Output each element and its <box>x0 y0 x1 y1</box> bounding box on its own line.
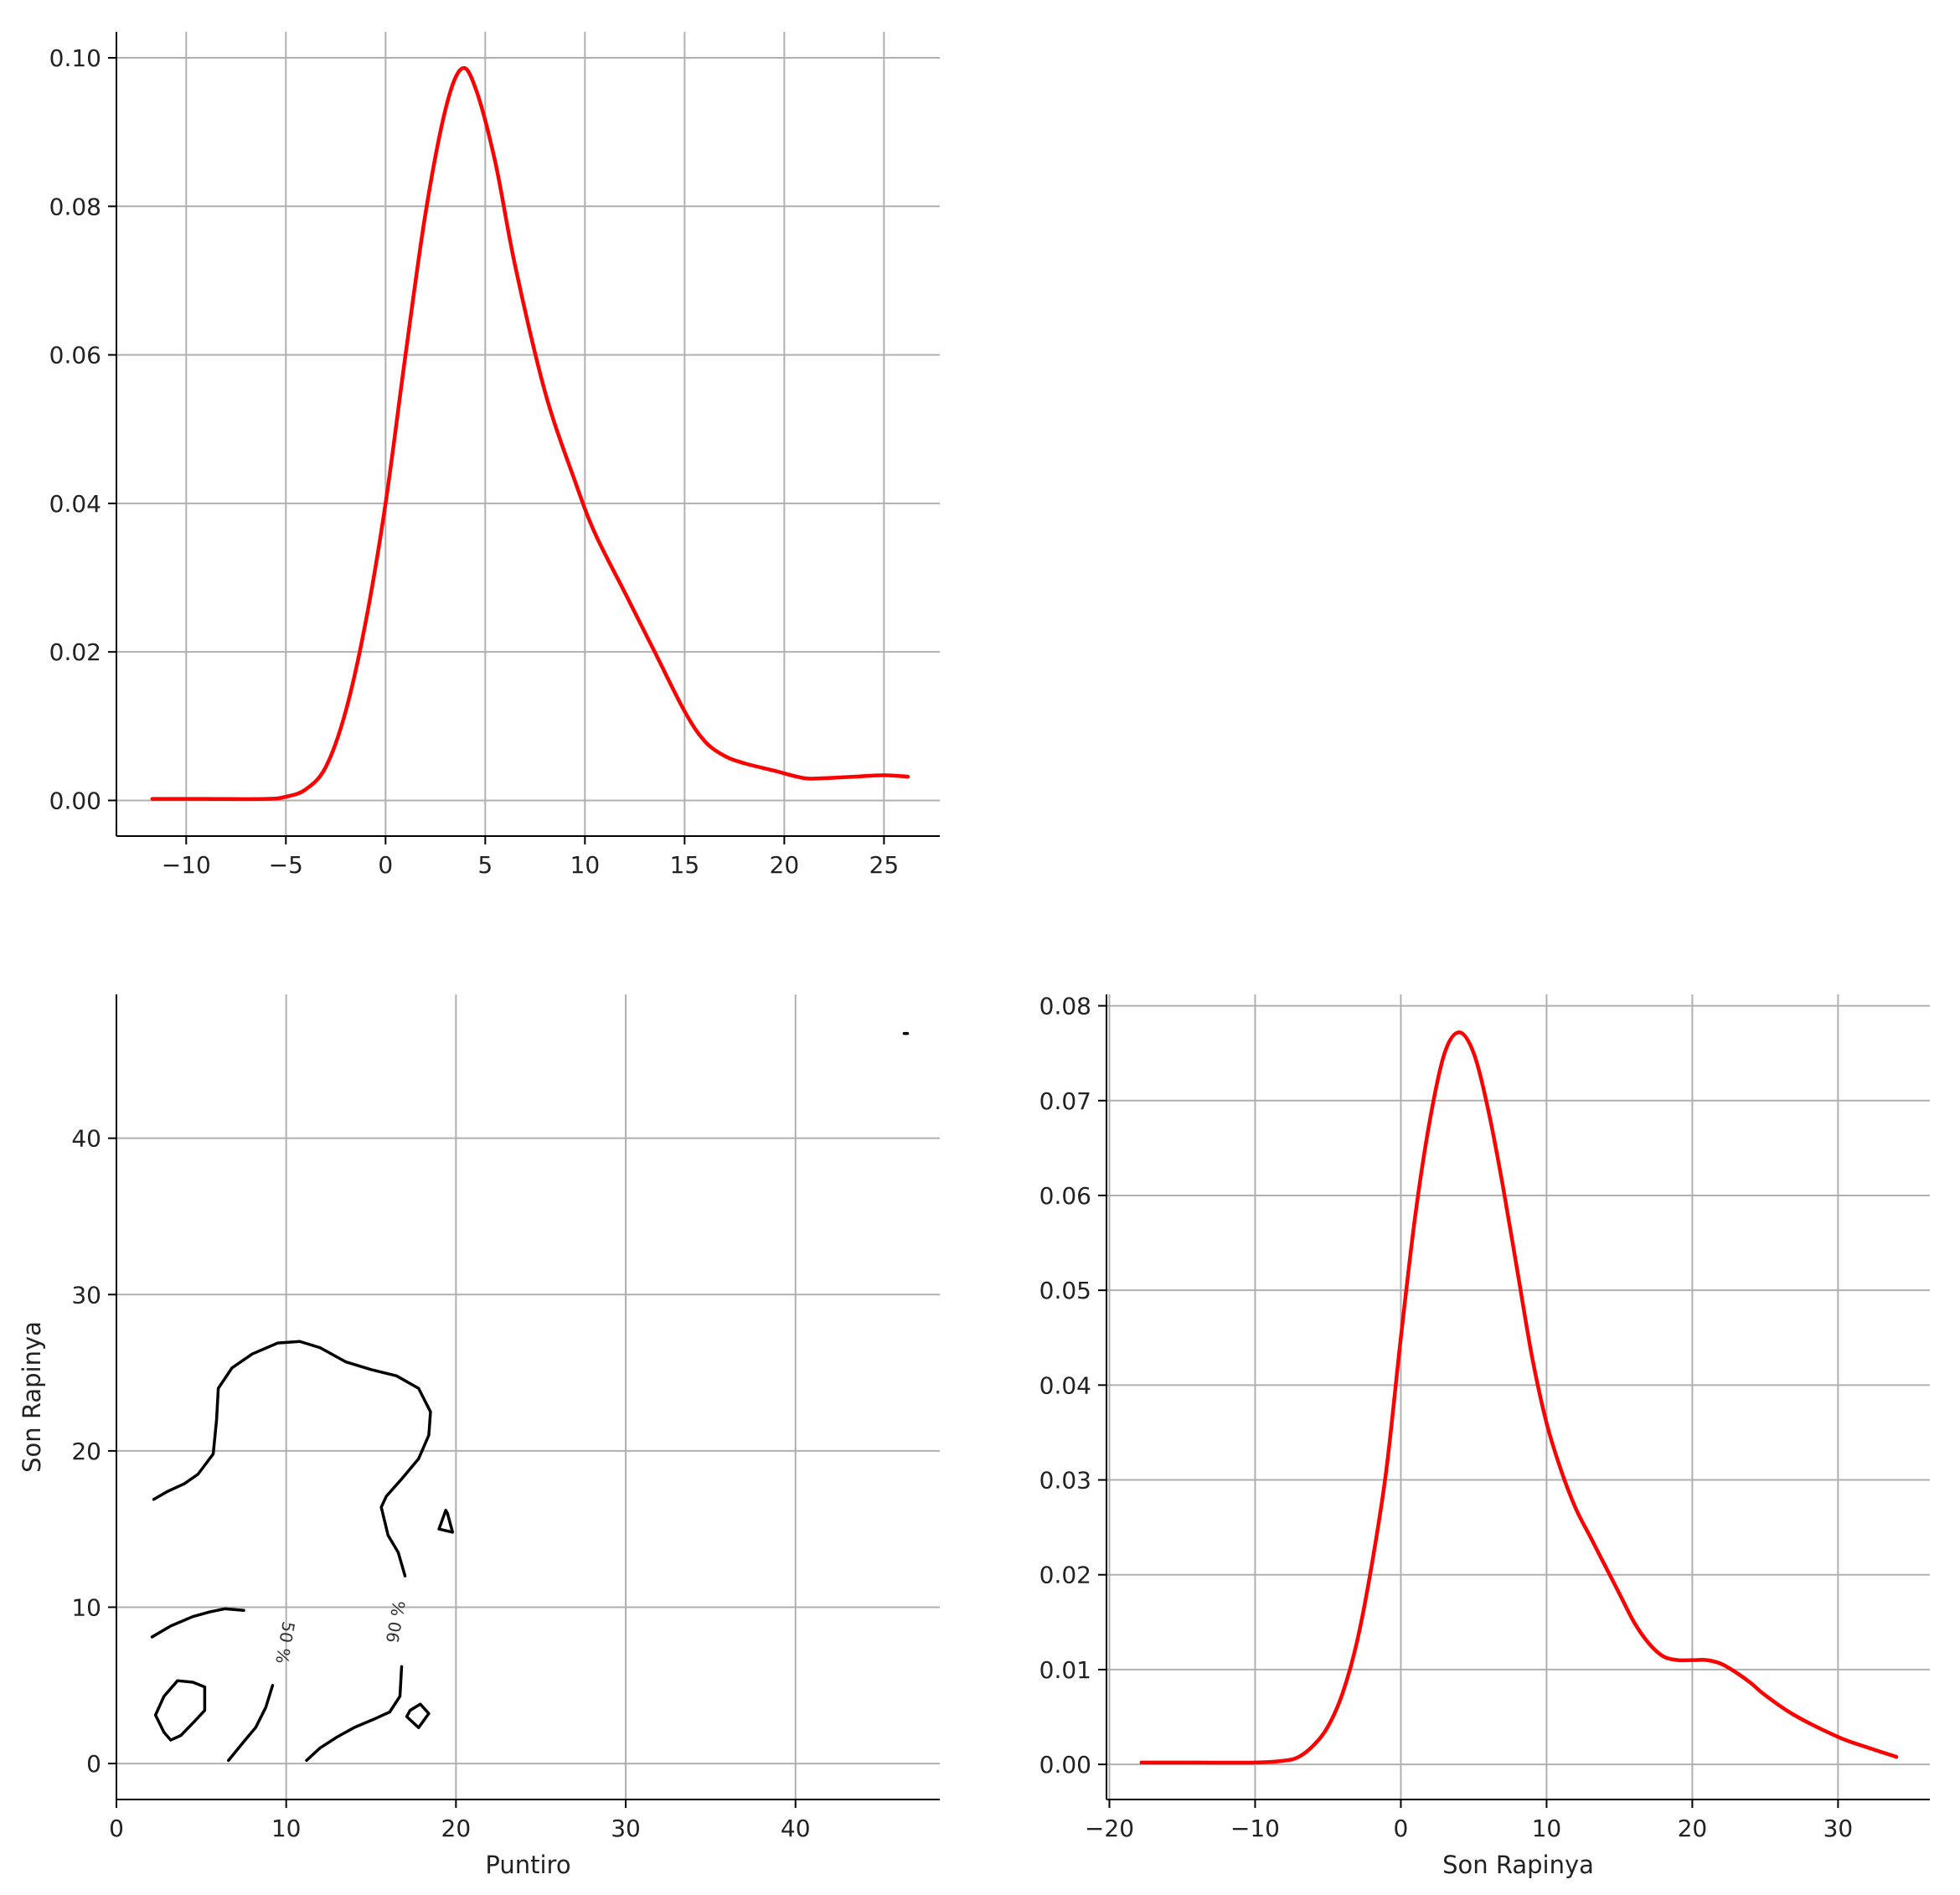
joint-kde-contour-contour-line <box>152 1340 432 1577</box>
joint-kde-contour-contour-line <box>405 1702 431 1729</box>
puntiro-kde-density-line <box>150 65 910 802</box>
joint-kde-contour-y-axis-label: Son Rapinya <box>18 1321 46 1473</box>
son-rapinya-kde-y-tick-label: 0.02 <box>1039 1562 1091 1589</box>
joint-kde-contour-x-tick-label: 10 <box>271 1815 302 1842</box>
puntiro-kde-y-tick-label: 0.02 <box>49 638 101 666</box>
puntiro-kde-x-tick-label: 10 <box>570 851 601 879</box>
son-rapinya-kde-y-tick-label: 0.03 <box>1039 1467 1091 1495</box>
joint-kde-contour-contour-line <box>153 1679 207 1742</box>
puntiro-kde-y-tick-label: 0.00 <box>49 787 101 814</box>
son-rapinya-kde-x-axis-label: Son Rapinya <box>1442 1851 1594 1879</box>
puntiro-kde-plot: −10 −5 0 5 10 15 20 25 0.00 0.02 0.04 0.06 0.08 0.10 <box>49 32 940 879</box>
joint-kde-contour-y-tick-label: 40 <box>71 1125 101 1153</box>
puntiro-kde-x-tick-label: −5 <box>269 851 303 879</box>
joint-kde-contour-y-tick-label: 0 <box>86 1750 101 1778</box>
son-rapinya-kde-plot: −20 −10 0 10 20 30 0.00 0.01 0.02 0.03 0.04 0.05 0.0… <box>1039 993 1930 1879</box>
son-rapinya-kde-y-tick-label: 0.00 <box>1039 1751 1091 1779</box>
puntiro-kde-y-tick-label: 0.08 <box>49 193 101 220</box>
puntiro-kde-x-tick-label: 0 <box>378 851 393 879</box>
puntiro-kde-y-tick-label: 0.10 <box>49 44 101 72</box>
son-rapinya-kde-x-tick-label: 10 <box>1532 1815 1562 1842</box>
son-rapinya-kde-y-tick-label: 0.06 <box>1039 1182 1091 1210</box>
joint-kde-contour-x-tick-label: 40 <box>781 1815 811 1842</box>
puntiro-kde-x-tick-label: 25 <box>869 851 900 879</box>
joint-kde-contour-x-tick-label: 30 <box>611 1815 641 1842</box>
son-rapinya-kde-y-tick-label: 0.08 <box>1039 993 1091 1020</box>
son-rapinya-kde-x-tick-label: −10 <box>1230 1815 1280 1842</box>
puntiro-kde-x-tick-label: 20 <box>770 851 800 879</box>
joint-kde-contour-y-tick-label: 10 <box>71 1593 101 1621</box>
joint-kde-contour-x-axis-label: Puntiro <box>485 1851 570 1879</box>
joint-kde-contour-y-tick-label: 30 <box>71 1281 101 1309</box>
son-rapinya-kde-x-tick-label: 30 <box>1823 1815 1854 1842</box>
joint-kde-contour-contour-line <box>437 1509 455 1534</box>
son-rapinya-kde-x-tick-label: 20 <box>1678 1815 1708 1842</box>
son-rapinya-kde-y-tick-label: 0.01 <box>1039 1656 1091 1684</box>
joint-kde-contour-contour-line <box>150 1607 245 1639</box>
puntiro-kde-x-tick-label: 15 <box>670 851 700 879</box>
joint-kde-contour-y-tick-label: 20 <box>71 1438 101 1465</box>
puntiro-kde-x-tick-label: 5 <box>477 851 493 879</box>
puntiro-kde-y-tick-label: 0.06 <box>49 342 101 369</box>
joint-kde-contour-contour-line <box>227 1684 275 1763</box>
son-rapinya-kde-y-tick-label: 0.07 <box>1039 1087 1091 1115</box>
son-rapinya-kde-y-tick-label: 0.05 <box>1039 1277 1091 1304</box>
son-rapinya-kde-x-tick-label: 0 <box>1394 1815 1409 1842</box>
puntiro-kde-y-tick-label: 0.04 <box>49 490 101 518</box>
son-rapinya-kde-density-line <box>1139 1030 1899 1765</box>
puntiro-kde-x-tick-label: −10 <box>162 851 211 879</box>
son-rapinya-kde-y-tick-label: 0.04 <box>1039 1371 1091 1399</box>
son-rapinya-kde-x-tick-label: −20 <box>1085 1815 1134 1842</box>
joint-kde-contour-contour-line <box>305 1665 404 1763</box>
joint-kde-contour-x-tick-label: 0 <box>109 1815 124 1842</box>
joint-kde-contour-x-tick-label: 20 <box>441 1815 472 1842</box>
